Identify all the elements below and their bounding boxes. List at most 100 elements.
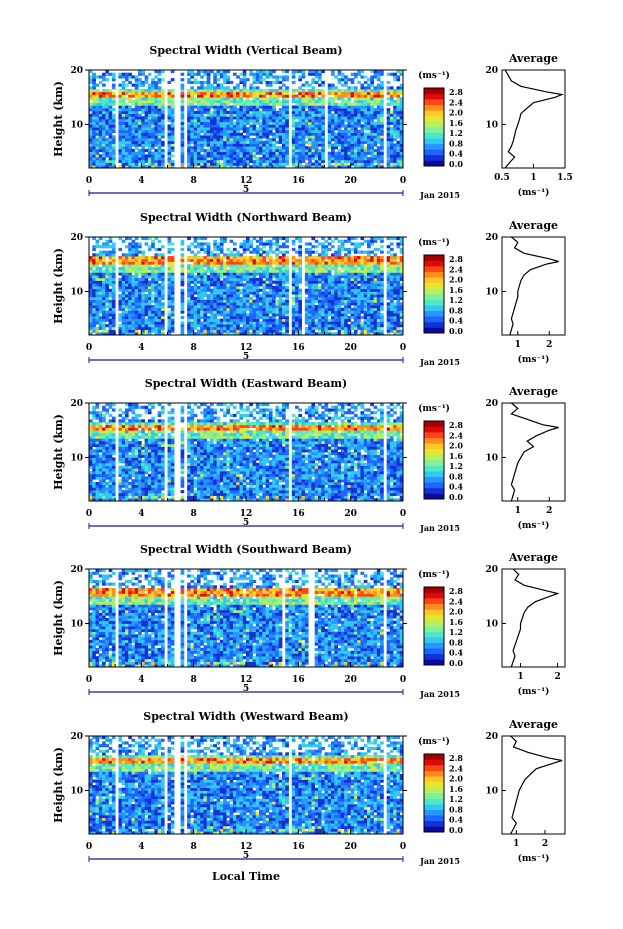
x-axis-label: Local Time (212, 870, 280, 883)
y-axis-label: Height (km) (52, 580, 65, 656)
average-title: Average (508, 385, 558, 398)
colorbar-segment (424, 648, 444, 655)
y-axis-label: Height (km) (52, 81, 65, 157)
avg-x-label: (ms⁻¹) (518, 520, 550, 531)
colorbar-segment (424, 631, 444, 638)
avg-y-tick-label: 20 (485, 66, 498, 76)
heatmap-cells (89, 237, 404, 336)
x-tick-label: 16 (292, 842, 305, 852)
colorbar-tick-label: 1.6 (449, 784, 463, 794)
colorbar-tick-label: 1.6 (449, 118, 463, 128)
colorbar-segment (424, 465, 444, 472)
y-axis-label: Height (km) (52, 414, 65, 490)
x-tick-label: 0 (86, 675, 92, 685)
colorbar-tick-label: 1.2 (449, 794, 463, 804)
x-tick-label: 0 (86, 176, 92, 186)
colorbar-segment (424, 776, 444, 783)
avg-y-tick-label: 10 (485, 287, 498, 297)
day-label: 5 (243, 684, 249, 694)
colorbar-tick-label: 0.8 (449, 305, 463, 315)
colorbar-segment (424, 115, 444, 122)
avg-y-tick-label: 10 (485, 786, 498, 796)
colorbar-tick-label: 2.0 (449, 108, 463, 118)
colorbar-unit: (ms⁻¹) (418, 403, 450, 414)
colorbar-segment (424, 299, 444, 306)
colorbar-segment (424, 815, 444, 822)
colorbar-frame (423, 586, 445, 666)
colorbar-segment (424, 149, 444, 156)
x-tick-label: 0 (400, 176, 406, 186)
colorbar-segment (424, 487, 444, 494)
colorbar-tick-label: 0.8 (449, 804, 463, 814)
x-tick-label: 12 (240, 509, 253, 519)
colorbar-segment (424, 121, 444, 128)
average-frame (501, 69, 566, 169)
colorbar-tick-label: 0.4 (449, 648, 463, 658)
colorbar-tick-label: 1.6 (449, 451, 463, 461)
colorbar-frame (423, 87, 445, 167)
colorbar-segment (424, 653, 444, 660)
colorbar-tick-label: 1.2 (449, 461, 463, 471)
colorbar-segment (424, 454, 444, 461)
x-tick-label: 0 (400, 675, 406, 685)
colorbar-segment (424, 460, 444, 466)
colorbar-segment (424, 603, 444, 610)
x-tick-label: 8 (191, 343, 197, 353)
x-tick-label: 0 (86, 509, 92, 519)
x-tick-label: 16 (292, 343, 305, 353)
colorbar-tick-label: 2.8 (449, 87, 463, 97)
colorbar-tick-label: 0.0 (449, 825, 463, 835)
x-tick-label: 4 (138, 176, 144, 186)
colorbar-frame (423, 420, 445, 500)
x-tick-label: 0 (86, 343, 92, 353)
x-tick-label: 12 (240, 842, 253, 852)
day-label: 5 (243, 851, 249, 861)
panel-4: Spectral Width (Westward Beam)1020Height… (52, 710, 566, 866)
average-title: Average (508, 551, 558, 564)
x-tick-label: 4 (138, 509, 144, 519)
colorbar-segment (424, 88, 444, 94)
colorbar-segment (424, 820, 444, 827)
colorbar-segment (424, 443, 444, 450)
panel-title: Spectral Width (Southward Beam) (140, 543, 352, 556)
colorbar-tick-label: 2.8 (449, 753, 463, 763)
colorbar-segment (424, 110, 444, 117)
average-frame (501, 735, 566, 835)
avg-x-tick-label: 1.5 (557, 173, 573, 183)
panel-title: Spectral Width (Vertical Beam) (149, 44, 342, 57)
colorbar-tick-label: 2.4 (449, 430, 463, 440)
average-title: Average (508, 718, 558, 731)
avg-y-tick-label: 20 (485, 233, 498, 243)
x-tick-label: 0 (400, 509, 406, 519)
colorbar-segment (424, 160, 444, 167)
colorbar-tick-label: 0.4 (449, 316, 463, 326)
colorbar-segment (424, 305, 444, 312)
colorbar-segment (424, 609, 444, 616)
y-tick-label: 10 (70, 453, 83, 463)
average-profile-line (510, 735, 563, 835)
date-label: Jan 2015 (419, 357, 460, 367)
x-tick-label: 20 (344, 176, 357, 186)
avg-x-tick-label: 2 (554, 672, 560, 682)
colorbar-segment (424, 614, 444, 621)
colorbar-segment (424, 132, 444, 139)
avg-x-tick-label: 2 (546, 340, 552, 350)
colorbar-segment (424, 626, 444, 632)
avg-x-tick-label: 1 (517, 672, 523, 682)
colorbar-tick-label: 2.0 (449, 275, 463, 285)
colorbar-segment (424, 659, 444, 666)
colorbar-tick-label: 0.8 (449, 471, 463, 481)
colorbar-tick-label: 2.0 (449, 441, 463, 451)
x-tick-label: 16 (292, 509, 305, 519)
colorbar-tick-label: 2.8 (449, 586, 463, 596)
y-axis-label: Height (km) (52, 747, 65, 823)
avg-y-tick-label: 20 (485, 399, 498, 409)
colorbar-segment (424, 592, 444, 599)
heatmap-cells (89, 569, 404, 668)
colorbar-segment (424, 421, 444, 427)
average-profile-line (510, 402, 559, 502)
avg-x-label: (ms⁻¹) (518, 853, 550, 864)
panel-title: Spectral Width (Northward Beam) (140, 211, 352, 224)
colorbar-segment (424, 93, 444, 100)
